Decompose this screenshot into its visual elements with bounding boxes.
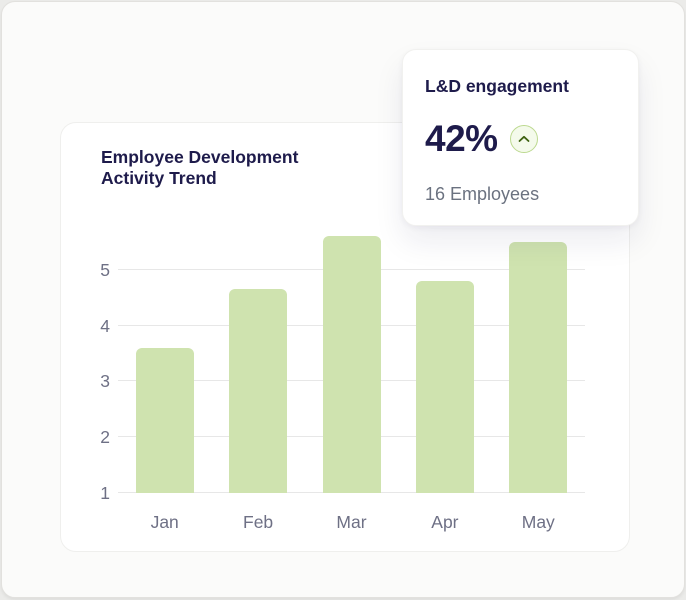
y-tick-label: 2: [100, 427, 110, 448]
plot-area: [118, 214, 585, 493]
chevron-up-icon: [518, 135, 529, 142]
bar-feb: [229, 289, 288, 493]
chart-title: Employee Development Activity Trend: [101, 147, 298, 189]
engagement-subtitle: 16 Employees: [425, 184, 540, 204]
x-axis-labels: Jan Feb Mar Apr May: [118, 511, 585, 535]
bar-mar: [322, 236, 381, 493]
engagement-value: 42%: [425, 118, 498, 159]
y-axis: 1 2 3 4 5: [61, 214, 110, 503]
y-tick-label: 3: [100, 371, 110, 392]
x-tick-label: Mar: [336, 512, 367, 532]
y-tick-label: 4: [100, 315, 110, 336]
trend-up-badge: [509, 125, 538, 153]
bar-apr: [415, 280, 474, 493]
x-tick-label: Jan: [150, 512, 179, 532]
chart-title-line2: Activity Trend: [101, 168, 217, 188]
x-tick-label: May: [521, 512, 555, 532]
y-tick-label: 1: [100, 483, 110, 503]
y-tick-label: 5: [100, 259, 110, 280]
bar-may: [509, 241, 568, 493]
bar-jan: [135, 347, 194, 493]
chart-title-line1: Employee Development: [101, 147, 299, 167]
engagement-value-row: 42%: [425, 119, 616, 159]
engagement-title: L&D engagement: [425, 76, 569, 96]
x-tick-label: Feb: [243, 512, 274, 532]
engagement-card: L&D engagement 42% 16 Employees: [402, 49, 639, 226]
x-tick-label: Apr: [431, 512, 459, 532]
